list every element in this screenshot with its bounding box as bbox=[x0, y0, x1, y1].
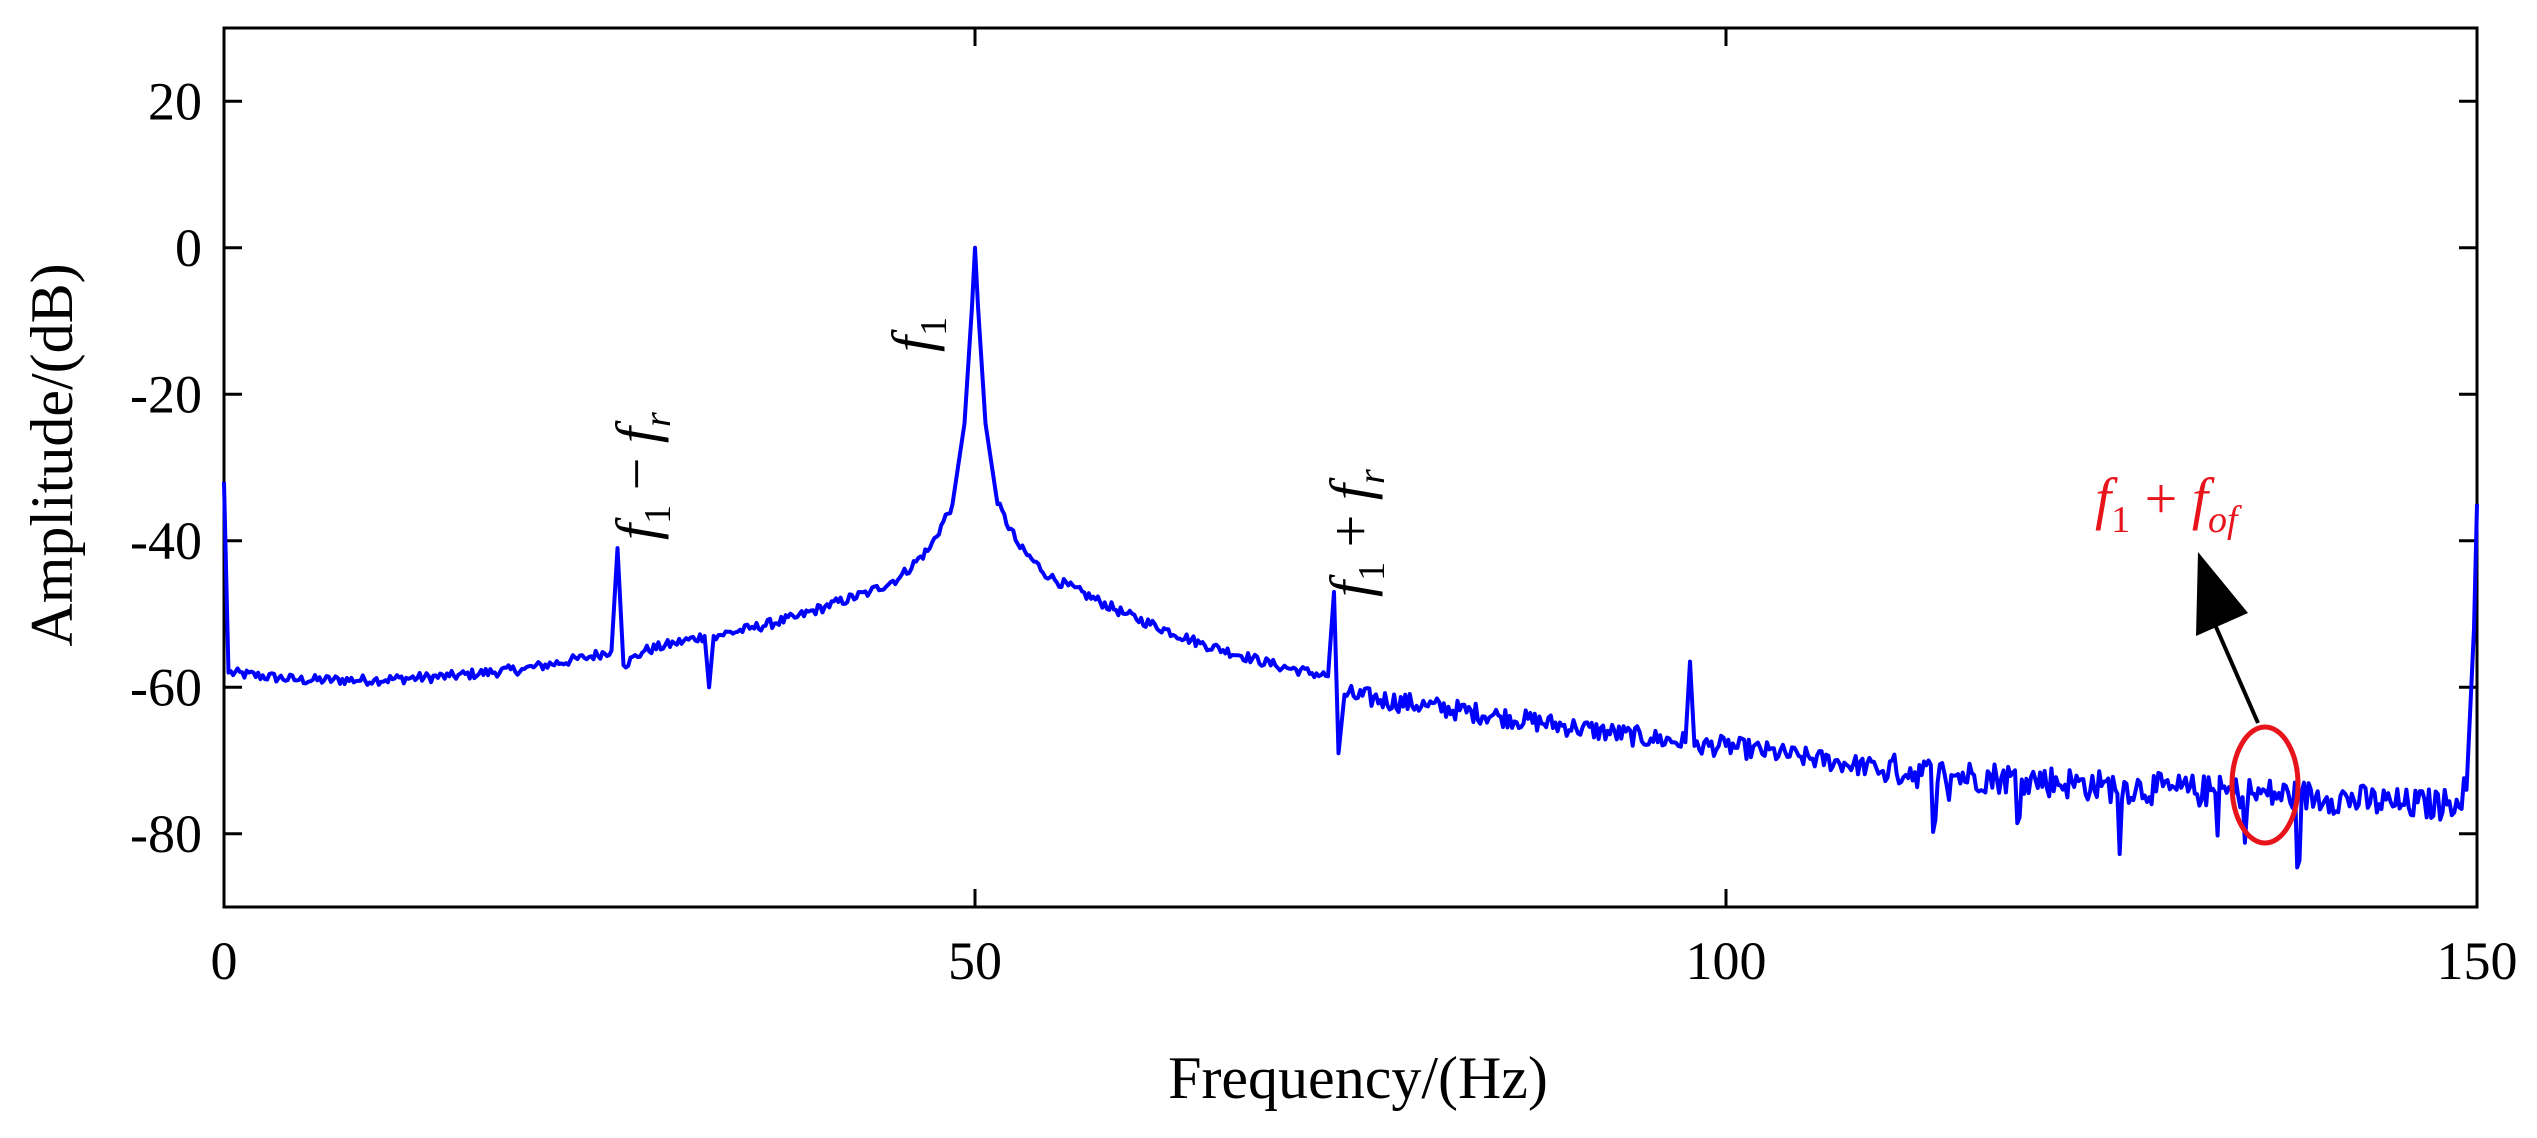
y-tick-label: -80 bbox=[130, 804, 202, 864]
y-axis-title: Amplitude/(dB) bbox=[19, 263, 85, 646]
y-tick-label: 20 bbox=[148, 71, 202, 131]
x-axis-title: Frequency/(Hz) bbox=[1168, 1045, 1548, 1111]
annotation-f1-plus-fr: f1 + fr bbox=[1318, 469, 1393, 597]
y-tick-label: -20 bbox=[130, 364, 202, 424]
annotation-f1-plus-fof: f1 + fof bbox=[2095, 466, 2242, 541]
annotation-arrow-head bbox=[2196, 552, 2248, 636]
annotation-f1-minus-fr: f1 − fr bbox=[604, 412, 679, 540]
annotation-f1: f1 bbox=[880, 317, 955, 352]
spectrum-series-line bbox=[222, 245, 2479, 870]
annotation-arrow-shaft bbox=[2211, 619, 2260, 724]
x-tick-label: 150 bbox=[2437, 931, 2518, 991]
highlight-ellipse bbox=[2229, 724, 2301, 846]
x-tick-label: 0 bbox=[211, 931, 238, 991]
y-tick-label: -60 bbox=[130, 657, 202, 717]
x-tick-label: 50 bbox=[948, 931, 1002, 991]
x-tick-label: 100 bbox=[1686, 931, 1767, 991]
plot-area-frame bbox=[222, 26, 2479, 909]
y-tick-label: -40 bbox=[130, 511, 202, 571]
y-tick-label: 0 bbox=[175, 218, 202, 278]
tick-marks bbox=[222, 28, 2479, 907]
